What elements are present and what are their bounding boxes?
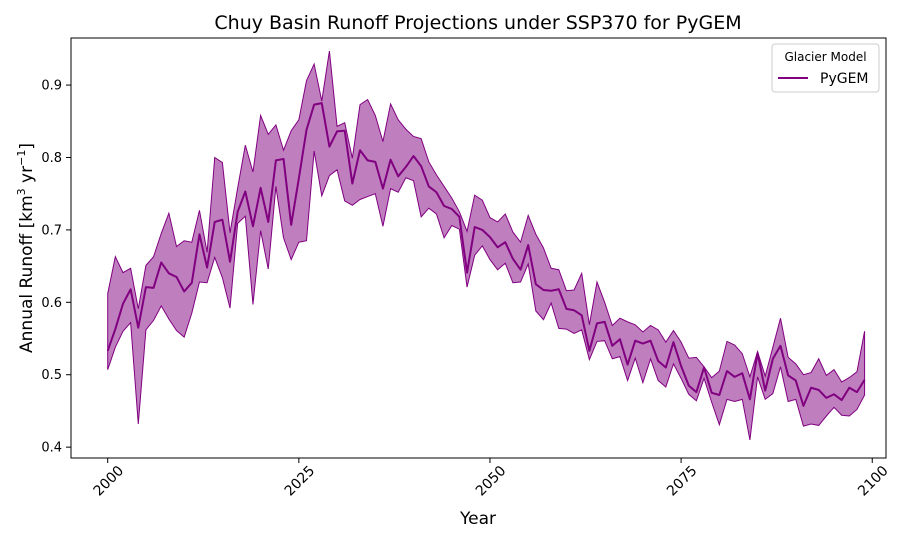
plot-frame: [70, 37, 887, 459]
legend-title: Glacier Model: [784, 50, 866, 64]
legend: Glacier Model PyGEM: [771, 43, 880, 93]
y-axis-label: Annual Runoff [km3 yr−1]: [15, 143, 37, 353]
x-axis-label: Year: [459, 509, 496, 529]
y-tick-label: 0.4: [41, 441, 62, 456]
x-tick-label: 2100: [855, 463, 892, 500]
x-axis-ticks: 2000 2025 2050 2075 2100: [91, 458, 892, 499]
x-tick-label: 2075: [664, 463, 701, 500]
x-tick-label: 2025: [282, 463, 319, 500]
plot-area: [70, 37, 887, 459]
y-tick-label: 0.6: [41, 296, 62, 311]
y-tick-label: 0.5: [41, 368, 62, 383]
x-tick-label: 2050: [473, 463, 510, 500]
uncertainty-band-pygem: [107, 50, 866, 440]
uncertainty-bands: [107, 50, 866, 440]
y-axis-ticks: 0.4 0.5 0.6 0.7 0.8 0.9: [41, 79, 71, 456]
legend-box: [771, 43, 880, 93]
mean-line-pygem: [106, 102, 866, 407]
x-tick-label: 2000: [91, 463, 128, 500]
y-tick-label: 0.9: [41, 79, 62, 94]
legend-entry-pygem: PyGEM: [820, 71, 869, 87]
chart-title: Chuy Basin Runoff Projections under SSP3…: [214, 12, 741, 34]
mean-lines: [106, 102, 866, 407]
y-tick-label: 0.8: [41, 151, 62, 166]
y-tick-label: 0.7: [41, 223, 62, 238]
